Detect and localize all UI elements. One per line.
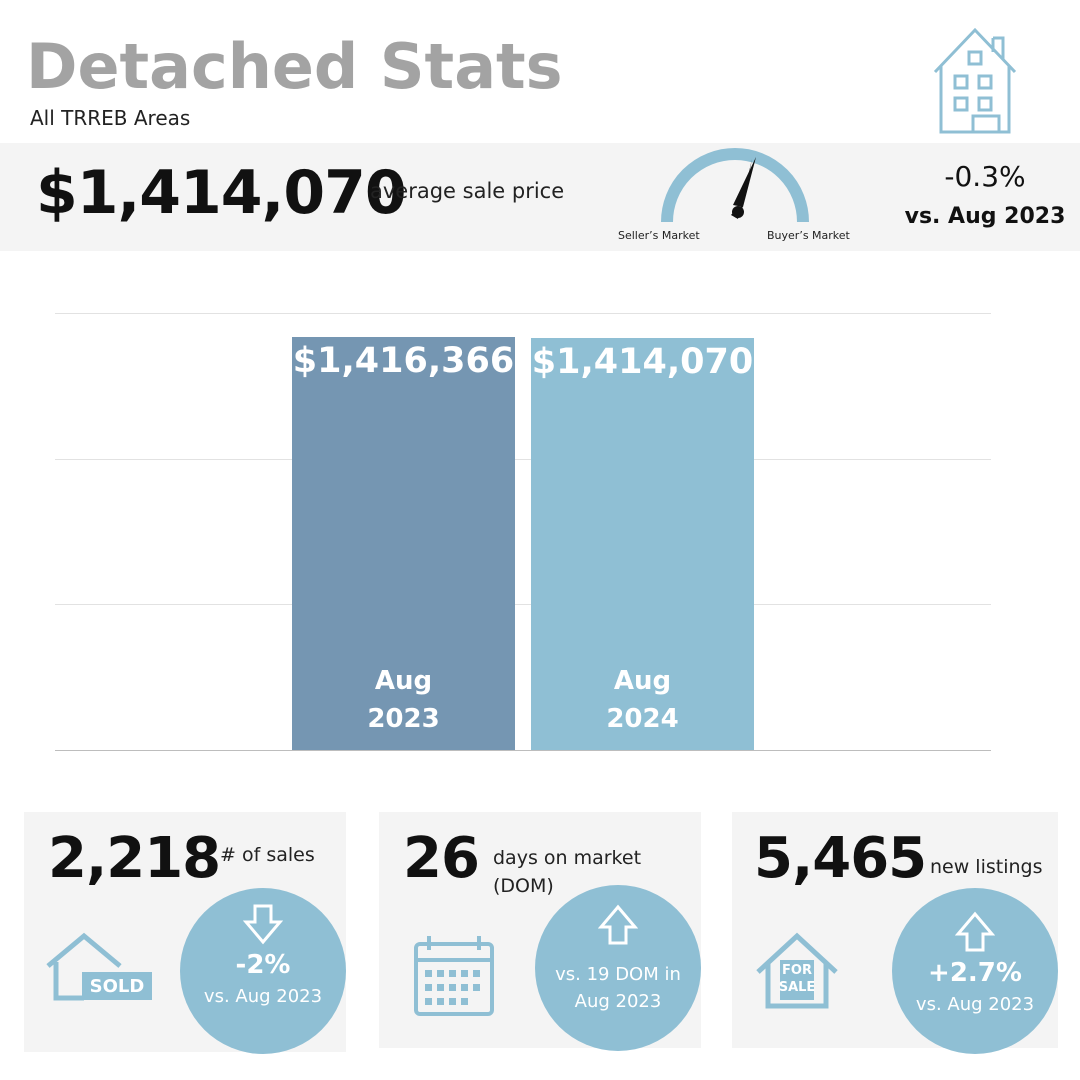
value-label: $1,416,366: [292, 341, 515, 382]
sold-icon: SOLD: [46, 932, 152, 1001]
grid-line: [55, 313, 991, 314]
bar: $1,416,366 Aug 2023: [292, 337, 515, 750]
summary-band: [0, 143, 1080, 251]
grid-line: [55, 458, 991, 460]
change-circle: +2.7% vs. Aug 2023: [892, 888, 1058, 1054]
value-label: $1,414,070: [531, 342, 754, 383]
house-icon: [933, 27, 1017, 134]
up-arrow: [597, 904, 639, 945]
card-change: +2.7%: [928, 958, 1022, 988]
bar: $1,414,070 Aug 2024: [531, 338, 754, 750]
gauge: [661, 148, 809, 223]
change-circle: -2% vs. Aug 2023: [180, 888, 346, 1054]
grid-line: [55, 604, 991, 606]
for-sale-icon: FOR SALE: [756, 932, 838, 1009]
icon-text: SOLD: [90, 976, 145, 997]
summary-change: -0.3%: [944, 160, 1026, 193]
card-value: 2,218: [48, 826, 221, 891]
x-tick-label: Aug 2023: [367, 665, 440, 734]
down-arrow: [242, 904, 284, 945]
x-tick-label: Aug 2024: [606, 665, 679, 734]
card: 2,218 # of sales SOLD -2% vs. Aug 2023: [24, 812, 346, 1054]
summary-change-label: vs. Aug 2023: [904, 204, 1066, 229]
price: $1,414,070: [36, 158, 407, 228]
card-value: 5,465: [754, 826, 927, 891]
card: 26 days on market (DOM) vs. 19 DOM in Au…: [379, 812, 701, 1051]
card: 5,465 new listings FOR SALE +2.7% vs. Au…: [732, 812, 1058, 1054]
title: Detached Stats: [26, 30, 563, 103]
subtitle: All TRREB Areas: [30, 106, 191, 130]
card-label: new listings: [930, 856, 1043, 878]
calendar-icon: [414, 936, 494, 1016]
gauge-right: Buyer’s Market: [767, 229, 850, 242]
change-circle: vs. 19 DOM in Aug 2023: [535, 885, 701, 1051]
chart: $1,416,366 Aug 2023 $1,414,070 Aug 2024: [55, 313, 991, 751]
up-arrow: [954, 911, 996, 952]
card-value: 26: [403, 826, 480, 891]
card-change-label: vs. Aug 2023: [915, 994, 1035, 1015]
gauge-left: Seller’s Market: [618, 229, 700, 242]
card-change-label: vs. Aug 2023: [203, 986, 323, 1007]
grid-line: [55, 750, 991, 751]
card-change: -2%: [235, 950, 291, 980]
icon-text: FOR SALE: [778, 963, 816, 995]
price-label: average sale price: [370, 179, 565, 203]
card-label: # of sales: [220, 844, 315, 866]
card-change-label: vs. 19 DOM in Aug 2023: [555, 964, 681, 1012]
